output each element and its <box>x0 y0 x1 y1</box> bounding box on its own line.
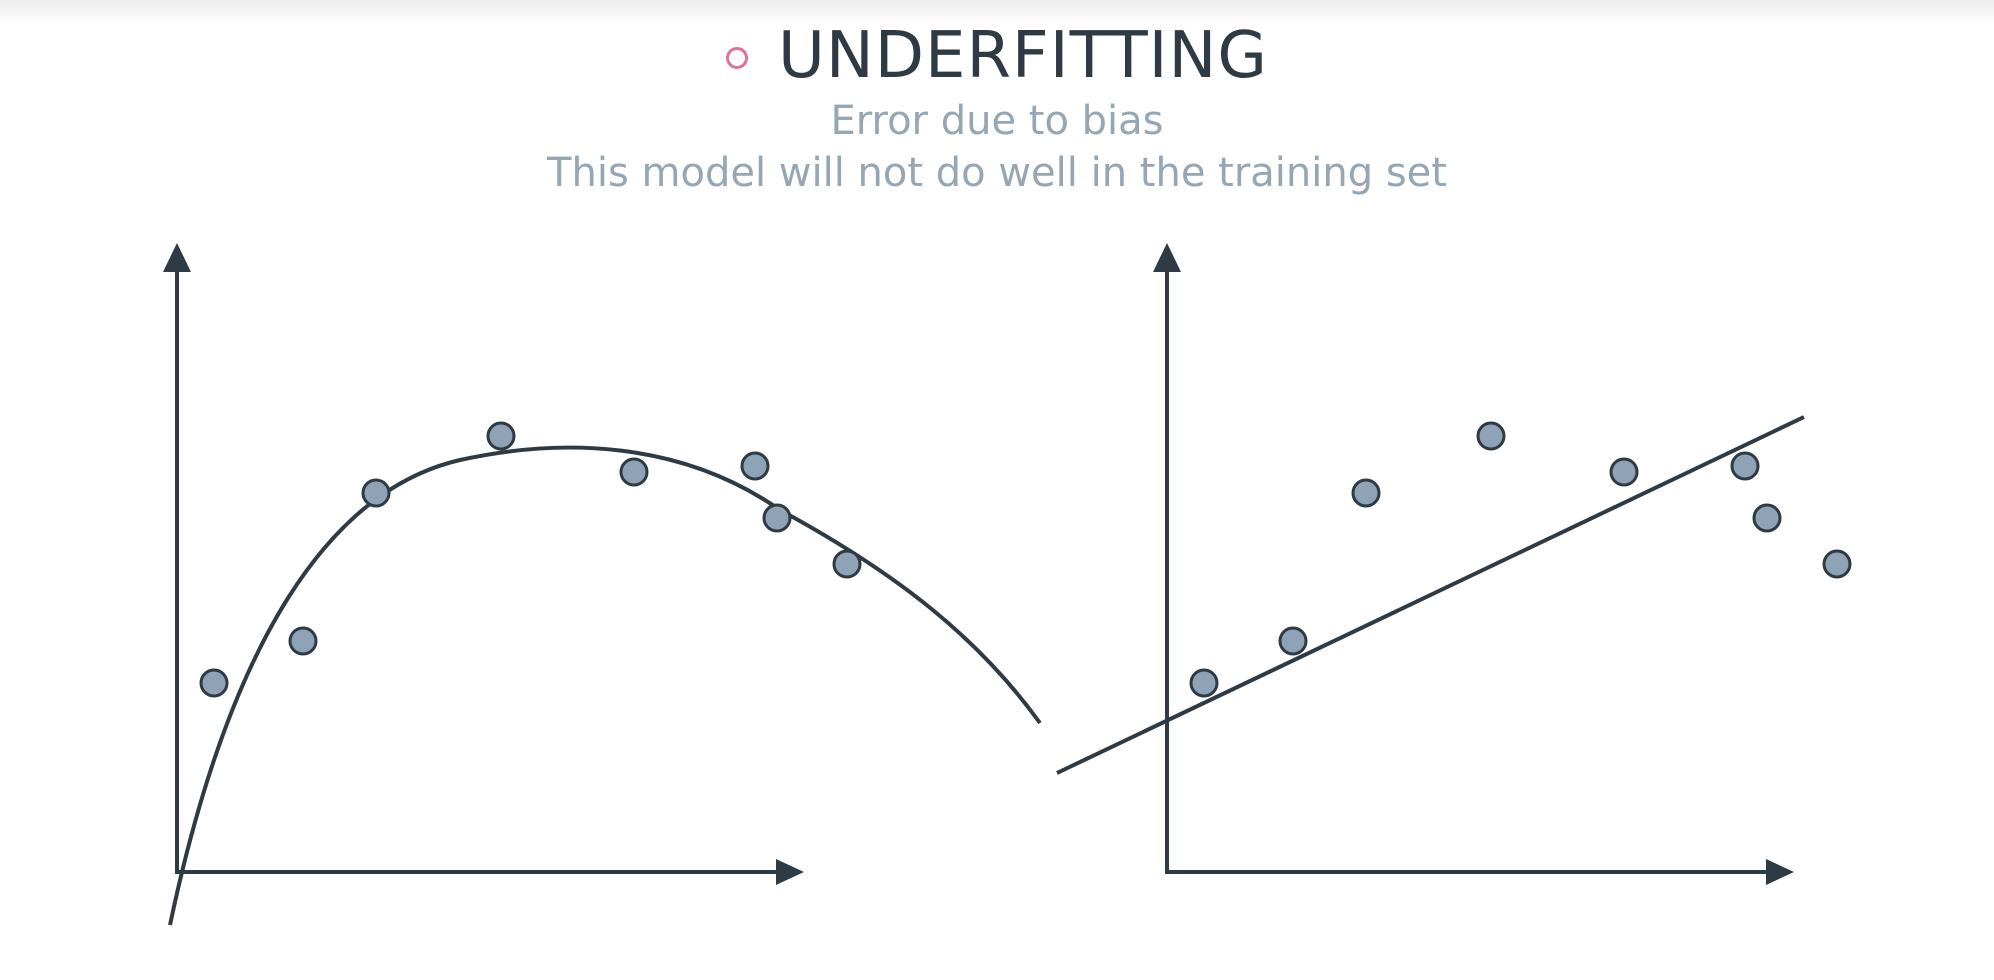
left-data-points <box>199 421 862 698</box>
subtitle-bias: Error due to bias <box>830 98 1164 144</box>
data-point <box>361 478 391 508</box>
data-point <box>762 503 792 533</box>
title-row: UNDERFITTING <box>0 14 1994 98</box>
data-point <box>832 549 862 579</box>
data-point <box>619 457 649 487</box>
data-point <box>1278 626 1308 656</box>
right-plot <box>1056 243 1852 885</box>
data-point <box>1730 451 1760 481</box>
left-fit-curve <box>168 445 1042 926</box>
data-point <box>1476 421 1506 451</box>
arrow-head-icon <box>1153 243 1181 272</box>
data-point <box>1752 503 1782 533</box>
arrow-head-icon <box>163 243 191 272</box>
data-point <box>1351 478 1381 508</box>
data-point <box>740 451 770 481</box>
data-point <box>486 421 516 451</box>
arrow-head-icon <box>1766 859 1794 885</box>
data-point <box>1189 668 1219 698</box>
circle-outline-icon <box>726 47 748 69</box>
top-shade <box>0 0 1994 26</box>
data-point <box>1822 549 1852 579</box>
data-point <box>199 668 229 698</box>
left-plot <box>163 243 1042 926</box>
data-point <box>1609 457 1639 487</box>
arrow-head-icon <box>776 859 804 885</box>
right-data-points <box>1189 421 1852 698</box>
subtitle-training: This model will not do well in the train… <box>547 150 1447 196</box>
slide-title: UNDERFITTING <box>778 19 1268 93</box>
data-point <box>288 626 318 656</box>
right-fit-line <box>1056 415 1805 775</box>
